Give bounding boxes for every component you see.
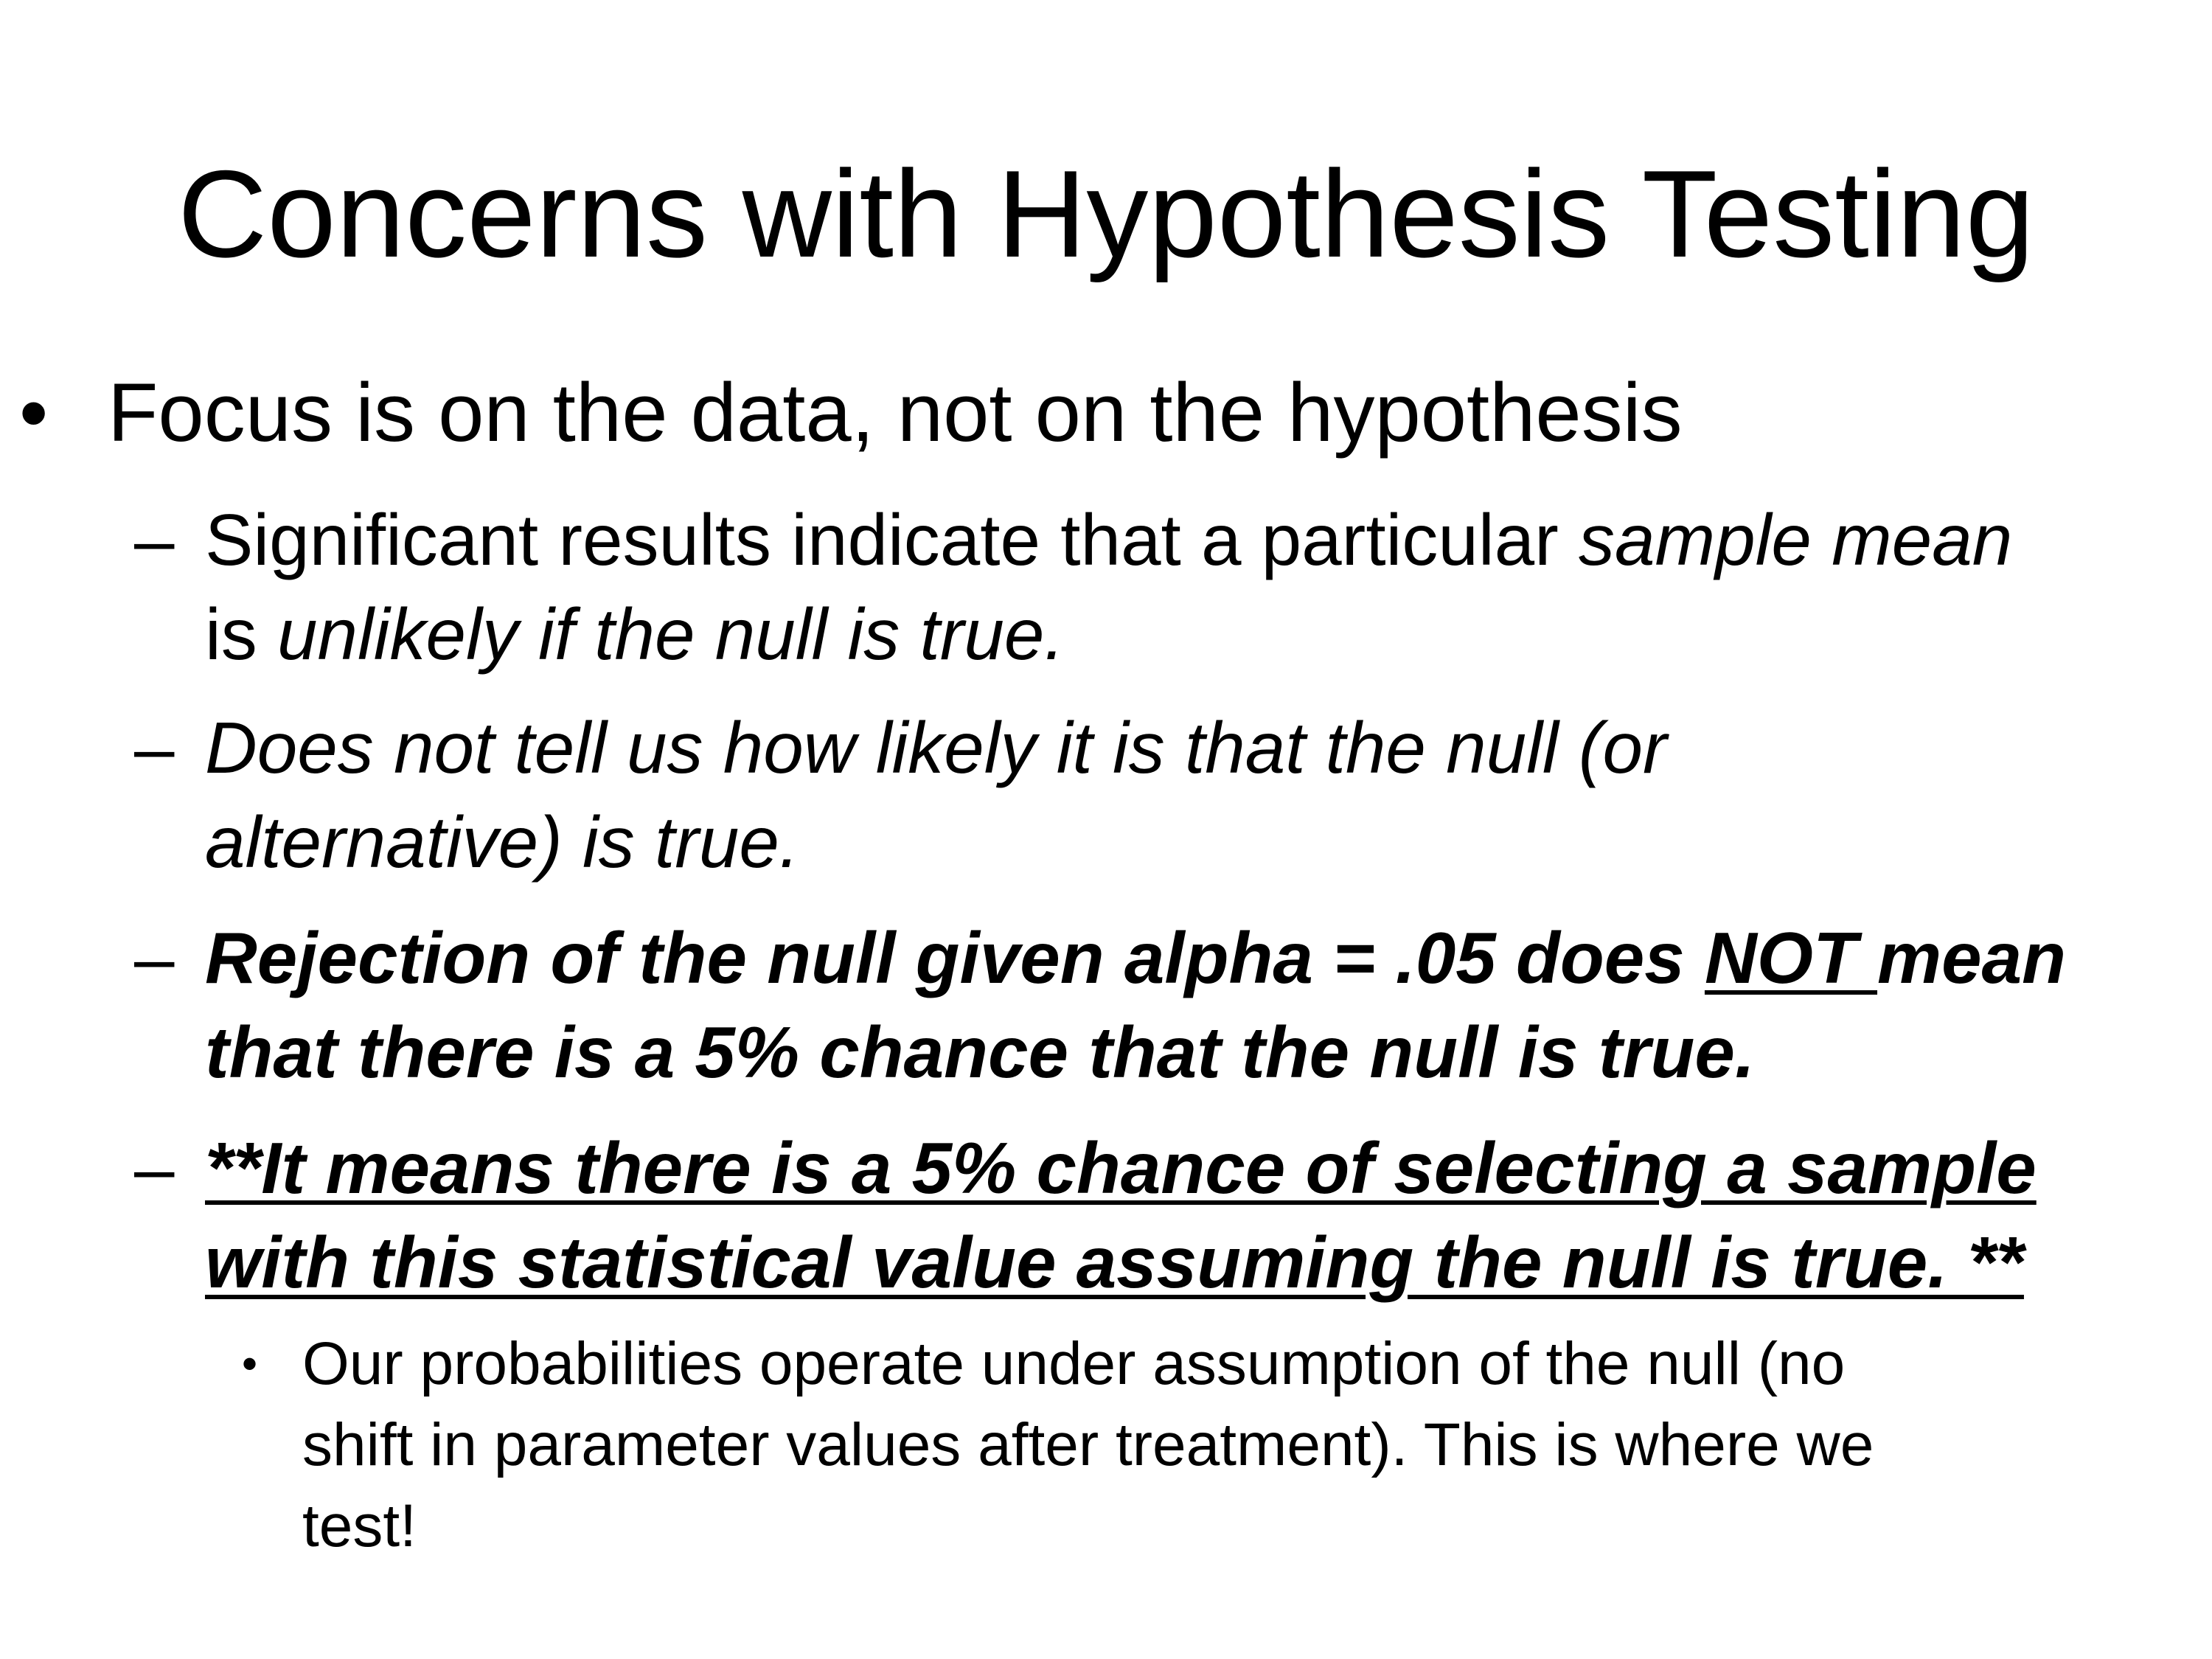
sub-bullet-does-not-tell-text: Does not tell us how likely it is that t… (205, 700, 1667, 889)
significant-text-d: unlikely if the null is true. (277, 594, 1065, 675)
slide-title: Concerns with Hypothesis Testing (177, 145, 2035, 283)
sub-bullet-rejection-text: Rejection of the null given alpha = .05 … (205, 911, 2066, 1099)
bullet-mark: • (19, 366, 49, 459)
bullet-mark-small: • (242, 1339, 258, 1388)
sub-bullet-it-means-text: **It means there is a 5% chance of selec… (205, 1121, 2037, 1310)
significant-line-1: Significant results indicate that a part… (205, 493, 2012, 587)
probabilities-line-3: test! (302, 1492, 417, 1559)
bullet-focus-text: Focus is on the data, not on the hypothe… (108, 366, 1683, 459)
it-means-line-1: **It means there is a 5% chance of selec… (205, 1127, 2037, 1208)
rejection-text-c: mean (1877, 917, 2067, 998)
significant-text-c: is (205, 594, 277, 675)
probabilities-line-1: Our probabilities operate under assumpti… (302, 1330, 1846, 1397)
it-means-line-2: with this statistical value assuming the… (205, 1222, 2024, 1303)
probabilities-line-2: shift in parameter values after treatmen… (302, 1411, 1874, 1478)
significant-line-2: is unlikely if the null is true. (205, 587, 2012, 681)
rejection-text-a: Rejection of the null given alpha = .05 … (205, 917, 1705, 998)
rejection-not-underlined: NOT (1704, 917, 1878, 998)
dash-mark: – (134, 707, 175, 788)
dash-mark: – (134, 917, 175, 998)
rejection-line-1: Rejection of the null given alpha = .05 … (205, 911, 2066, 1005)
dash-mark: – (134, 499, 175, 580)
significant-text-a: Significant results indicate that a part… (205, 499, 1579, 580)
rejection-line-2: that there is a 5% chance that the null … (205, 1012, 1756, 1093)
dash-mark: – (134, 1127, 175, 1208)
significant-text-b: sample mean (1578, 499, 2013, 580)
does-not-tell-line-2: alternative) is true. (205, 801, 800, 883)
sub-sub-bullet-probabilities-text: Our probabilities operate under assumpti… (302, 1324, 1874, 1567)
sub-bullet-significant-text: Significant results indicate that a part… (205, 493, 2012, 681)
does-not-tell-line-1: Does not tell us how likely it is that t… (205, 707, 1667, 788)
